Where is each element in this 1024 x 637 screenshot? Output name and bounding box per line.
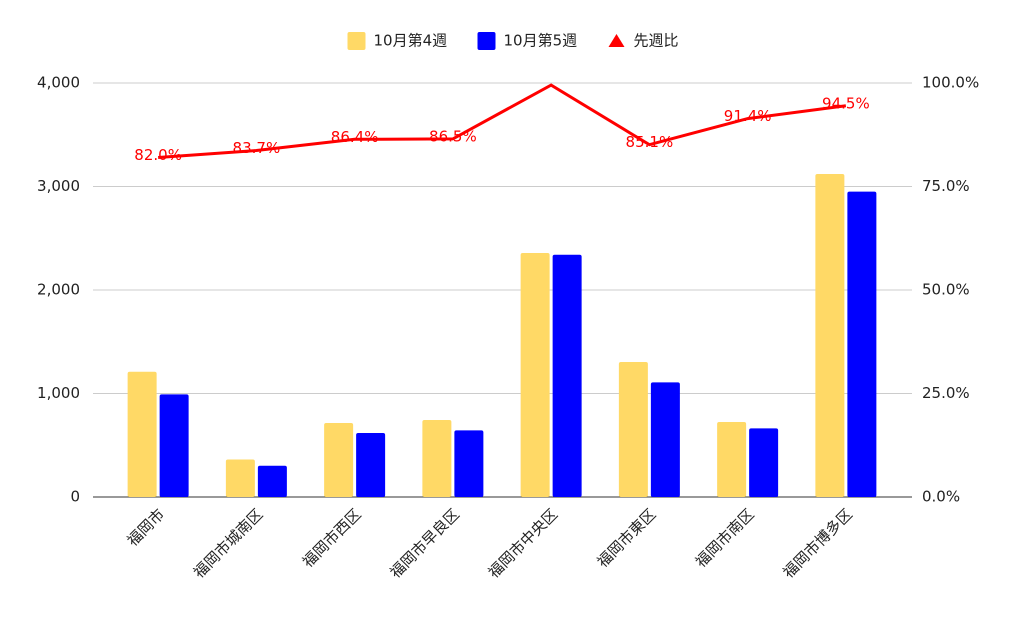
y-tick-label: 3,000 [37,177,80,195]
data-label: 82.0% [134,146,182,164]
y-tick-label: 2,000 [37,281,80,299]
legend-label: 先週比 [634,32,679,50]
data-label: 86.4% [331,128,379,146]
y2-tick-label: 75.0% [922,177,970,195]
x-tick-label: 福岡市早良区 [387,505,463,581]
legend-marker [608,34,625,47]
x-tick-label: 福岡市中央区 [485,505,561,581]
y2-tick-label: 50.0% [922,281,970,299]
bar [618,362,648,497]
y-tick-label: 0 [70,488,80,506]
bar [847,191,877,498]
data-label: 85.1% [626,133,674,151]
legend-marker [477,32,496,50]
y-tick-label: 4,000 [37,74,80,92]
x-tick-label: 福岡市西区 [299,505,365,571]
bar [127,371,157,497]
bar [749,428,779,497]
data-label: 91.4% [724,107,772,125]
line-series [158,83,847,160]
bar [257,465,287,497]
data-label: 83.7% [233,139,281,157]
x-tick-label: 福岡市 [124,505,169,550]
y2-tick-label: 100.0% [922,74,979,92]
y2-tick-label: 0.0% [922,488,960,506]
bar [159,394,189,497]
bar [225,459,255,497]
bar [815,173,845,497]
bar [454,430,484,497]
x-tick-label: 福岡市南区 [692,505,758,571]
legend-marker [347,32,366,50]
data-label: 86.5% [429,127,477,145]
bar [356,433,386,497]
x-tick-label: 福岡市博多区 [780,505,856,581]
y-tick-label: 1,000 [37,384,80,402]
bar [520,253,550,497]
y2-tick-label: 25.0% [922,384,970,402]
x-tick-label: 福岡市東区 [594,505,660,571]
x-tick-label: 福岡市城南区 [190,505,266,581]
bar [324,422,354,497]
data-label: 94.5% [822,94,870,112]
bar [552,254,582,497]
bar [422,419,452,497]
legend-label: 10月第4週 [374,32,448,50]
bar [650,382,680,497]
legend-label: 10月第5週 [504,32,578,50]
bar [717,421,747,497]
